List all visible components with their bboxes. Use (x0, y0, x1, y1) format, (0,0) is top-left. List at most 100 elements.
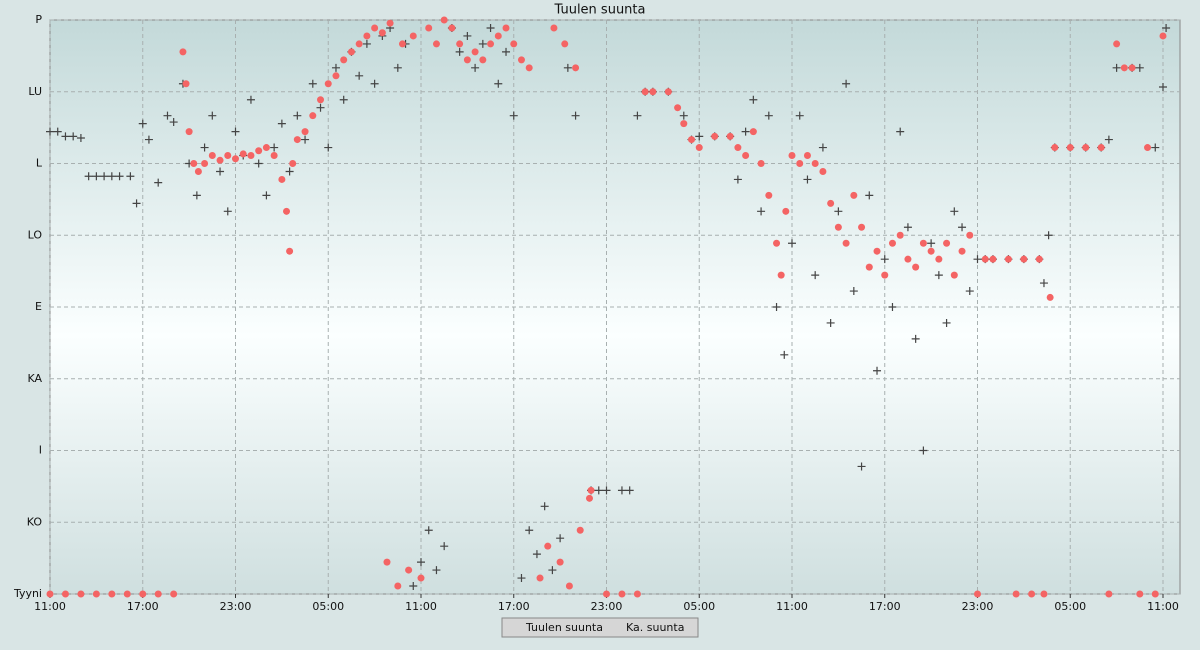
dot-marker (340, 56, 348, 64)
plus-marker (741, 127, 750, 136)
plus-marker (432, 566, 441, 575)
dot-marker (77, 590, 85, 598)
dot-marker (425, 24, 433, 32)
dot-marker (182, 80, 190, 88)
plus-marker (393, 63, 402, 72)
y-tick-label: E (35, 300, 42, 313)
dot-marker (247, 152, 255, 160)
plus-marker (548, 566, 557, 575)
plus-marker (192, 191, 201, 200)
x-tick-label: 05:00 (312, 600, 344, 613)
plus-marker (517, 574, 526, 583)
dot-marker (641, 88, 649, 96)
dot-marker (383, 558, 391, 566)
plus-marker (865, 191, 874, 200)
plus-marker (849, 287, 858, 296)
dot-marker (262, 144, 270, 152)
dot-marker (865, 263, 873, 271)
plus-marker (911, 334, 920, 343)
dot-marker (502, 24, 510, 32)
dot-marker (363, 32, 371, 40)
plus-marker (231, 127, 240, 136)
dot-marker (881, 271, 889, 279)
dot-marker (463, 56, 471, 64)
dot-marker (572, 64, 580, 72)
dot-marker (803, 152, 811, 160)
dot-marker (293, 136, 301, 144)
plus-marker (556, 534, 565, 543)
dot-marker (398, 40, 406, 48)
x-tick-label: 17:00 (127, 600, 159, 613)
x-tick-label: 23:00 (962, 600, 994, 613)
plus-marker (934, 271, 943, 280)
dot-marker (734, 144, 742, 152)
plus-marker (471, 63, 480, 72)
dot-marker (788, 152, 796, 160)
dot-marker (440, 16, 448, 24)
plus-marker (154, 178, 163, 187)
plus-marker (602, 486, 611, 495)
dot-marker (680, 120, 688, 128)
plus-marker (880, 255, 889, 264)
dot-marker (309, 112, 317, 120)
plus-marker (927, 239, 936, 248)
plus-marker (316, 103, 325, 112)
dot-marker (585, 494, 593, 502)
dot-marker (201, 160, 209, 167)
plus-marker (92, 172, 101, 181)
dot-marker (765, 191, 773, 199)
dot-marker (417, 574, 425, 582)
dot-marker (842, 239, 850, 247)
plus-marker (571, 111, 580, 120)
dot-marker (858, 223, 866, 231)
plus-marker (525, 526, 534, 535)
plus-marker (254, 159, 263, 168)
y-tick-label: P (35, 13, 42, 26)
dot-marker (711, 132, 719, 140)
dot-marker (283, 207, 291, 215)
plus-marker (1135, 63, 1144, 72)
dot-marker (674, 104, 682, 112)
dot-marker (255, 147, 263, 155)
dot-marker (179, 48, 187, 56)
dot-marker (565, 582, 573, 590)
dot-marker (695, 144, 703, 152)
plus-marker (69, 132, 78, 141)
plus-marker (440, 542, 449, 551)
dot-marker (633, 590, 641, 598)
dot-marker (827, 199, 835, 207)
dot-marker (935, 255, 943, 263)
y-tick-label: LU (28, 85, 42, 98)
plus-marker (76, 133, 85, 142)
dot-marker (61, 590, 69, 598)
y-tick-label: KO (27, 515, 43, 528)
plus-marker (903, 223, 912, 232)
dot-marker (405, 566, 413, 574)
plus-marker (509, 111, 518, 120)
plus-marker (834, 207, 843, 216)
dot-marker (371, 24, 379, 32)
dot-marker (456, 40, 464, 48)
dot-marker (394, 582, 402, 590)
dot-marker (1159, 32, 1167, 40)
plus-marker (540, 502, 549, 511)
x-tick-label: 05:00 (1054, 600, 1086, 613)
plus-marker (803, 175, 812, 184)
dot-marker (749, 128, 757, 136)
plus-marker (1162, 23, 1171, 32)
dot-marker (1120, 64, 1128, 72)
plus-marker (200, 143, 209, 152)
dot-marker (782, 207, 790, 215)
plus-marker (463, 31, 472, 40)
dot-marker (943, 239, 951, 247)
dot-marker (510, 40, 518, 48)
dot-marker (544, 542, 552, 550)
dot-marker (432, 40, 440, 48)
dot-marker (1082, 144, 1090, 152)
plus-marker (126, 172, 135, 181)
dot-marker (973, 590, 981, 598)
dot-marker (154, 590, 162, 598)
dot-marker (270, 152, 278, 160)
x-tick-label: 11:00 (1147, 600, 1179, 613)
